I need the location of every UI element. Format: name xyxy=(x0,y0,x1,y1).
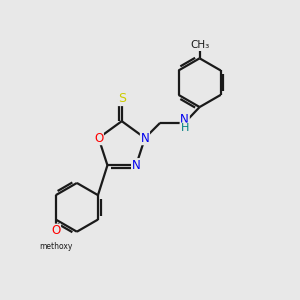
Text: methoxy: methoxy xyxy=(39,242,72,251)
Text: O: O xyxy=(51,224,60,237)
Text: H: H xyxy=(181,123,189,133)
Text: S: S xyxy=(118,92,126,105)
Text: N: N xyxy=(141,131,149,145)
Text: O: O xyxy=(94,131,103,145)
Text: N: N xyxy=(132,159,140,172)
Text: N: N xyxy=(180,113,189,126)
Text: CH₃: CH₃ xyxy=(190,40,209,50)
